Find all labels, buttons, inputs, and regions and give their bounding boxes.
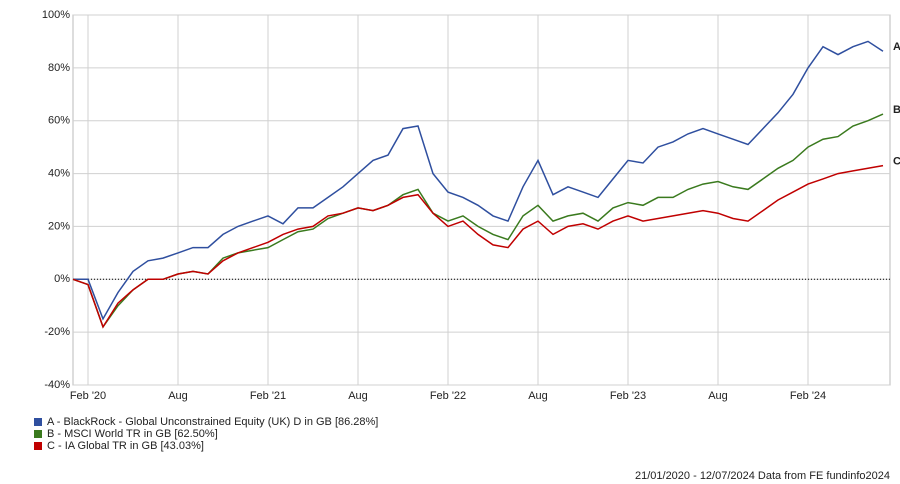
y-tick-label: -20%: [44, 326, 70, 338]
series-line: [72, 113, 884, 329]
x-tick-label: Aug: [168, 390, 188, 402]
y-tick-label: 20%: [48, 220, 70, 232]
series-line: [72, 164, 884, 329]
x-tick-label: Feb '20: [70, 390, 106, 402]
x-tick-label: Feb '24: [790, 390, 826, 402]
y-tick-label: 80%: [48, 62, 70, 74]
legend-swatch: [34, 442, 42, 450]
legend-swatch: [34, 430, 42, 438]
footnote: 21/01/2020 - 12/07/2024 Data from FE fun…: [635, 470, 890, 482]
x-tick-label: Feb '21: [250, 390, 286, 402]
end-label: C: [893, 155, 900, 167]
x-tick-label: Aug: [708, 390, 728, 402]
series-line: [73, 40, 884, 321]
y-tick-label: 0%: [54, 273, 70, 285]
legend-label: B - MSCI World TR in GB [62.50%]: [47, 428, 218, 440]
y-tick-label: 60%: [48, 115, 70, 127]
x-tick-label: Aug: [528, 390, 548, 402]
x-tick-label: Aug: [348, 390, 368, 402]
legend-label: C - IA Global TR in GB [43.03%]: [47, 440, 204, 452]
y-tick-label: -40%: [44, 379, 70, 391]
x-tick-label: Feb '22: [430, 390, 466, 402]
plot-frame: [72, 14, 891, 386]
end-label: B: [893, 104, 900, 116]
end-label: A: [893, 41, 900, 53]
legend-label: A - BlackRock - Global Unconstrained Equ…: [47, 416, 378, 428]
y-tick-label: 100%: [42, 9, 70, 21]
legend-swatch: [34, 418, 42, 426]
y-tick-label: 40%: [48, 167, 70, 179]
x-tick-label: Feb '23: [610, 390, 646, 402]
